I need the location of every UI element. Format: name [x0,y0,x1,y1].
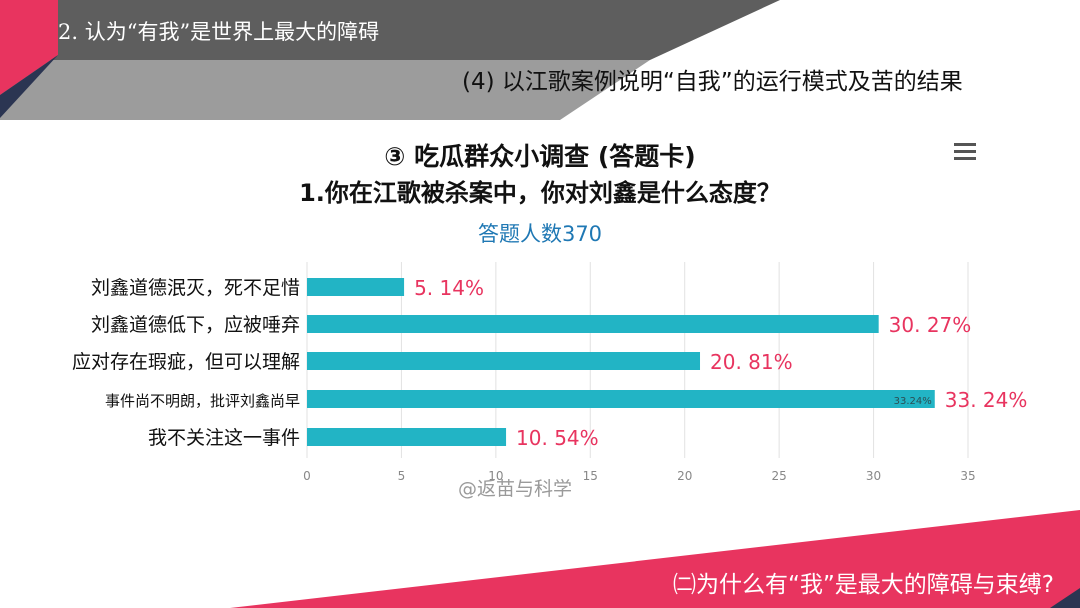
bottom-pink-band [230,510,1080,608]
left-navy-shape [0,55,58,118]
x-tick-label: 25 [772,469,787,483]
inner-bar-label: 33.24% [894,396,932,407]
category-label: 应对存在瑕疵，但可以理解 [72,351,300,373]
bottom-navy-shape [1050,588,1080,608]
watermark: @返苗与科学 [458,478,573,500]
category-label: 事件尚不明朗，批评刘鑫尚早 [105,392,300,410]
chart-title: ③ 吃瓜群众小调查 (答题卡) [384,142,696,171]
category-label: 刘鑫道德泯灭，死不足惜 [91,277,300,299]
x-tick-label: 35 [960,469,975,483]
data-label: 20. 81% [710,350,793,374]
x-tick-label: 20 [677,469,692,483]
bar [307,315,879,333]
bar [307,428,507,446]
data-label: 30. 27% [889,313,972,337]
data-label: 5. 14% [414,276,484,300]
section-title: 2. 认为“有我”是世界上最大的障碍 [58,20,380,44]
slide-subtitle: (4) 以江歌案例说明“自我”的运行模式及苦的结果 [462,69,963,95]
x-tick-label: 30 [866,469,881,483]
left-pink-shape [0,0,58,95]
bar [307,352,701,370]
footer-question: ㈡为什么有“我”是最大的障碍与束缚? [672,572,1054,598]
data-label: 10. 54% [516,426,599,450]
x-tick-label: 15 [583,469,598,483]
category-label: 刘鑫道德低下，应被唾弃 [91,314,300,336]
chart-question: 1.你在江歌被杀案中，你对刘鑫是什么态度？ [299,179,781,207]
top-dark-band [0,0,780,60]
x-tick-label: 10 [488,469,503,483]
category-label: 我不关注这一事件 [148,427,300,449]
bar [307,390,935,408]
top-light-band [0,60,650,120]
chart-respondent-count: 答题人数370 [477,222,603,246]
hamburger-menu-icon[interactable] [954,143,976,163]
bar [307,278,405,296]
x-tick-label: 5 [398,469,406,483]
x-tick-label: 0 [303,469,311,483]
data-label: 33. 24% [945,388,1028,412]
